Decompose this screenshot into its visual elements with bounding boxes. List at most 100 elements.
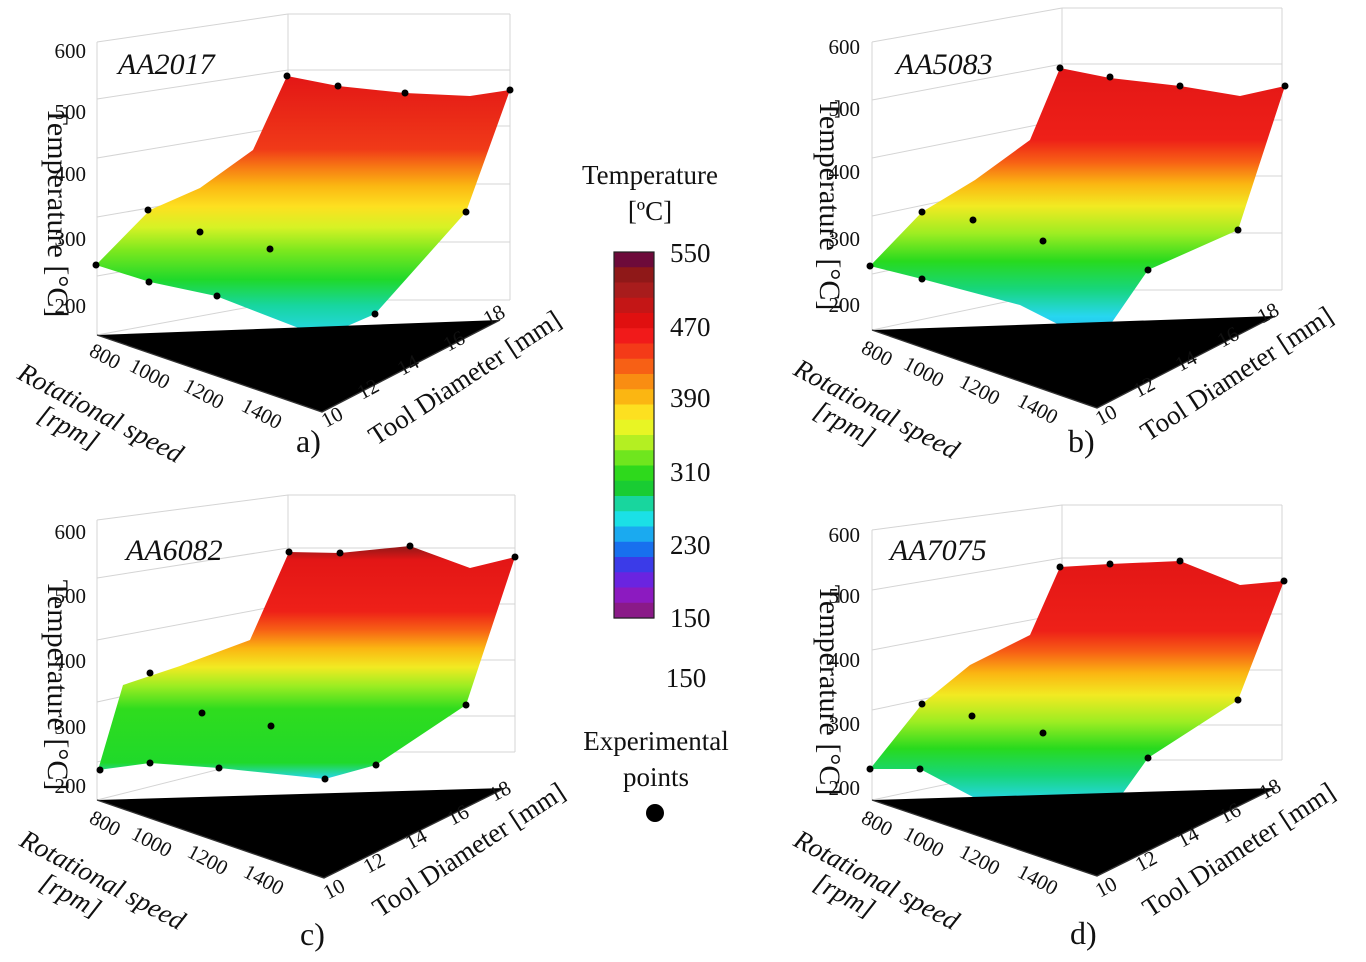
experimental-point (969, 216, 977, 224)
y-tick: 18 (485, 775, 515, 806)
panel-d: 600 500 400 300 200 Temperature [°C] AA7… (788, 504, 1340, 951)
experimental-point (968, 712, 976, 720)
experimental-point (146, 759, 154, 767)
experimental-point (918, 208, 926, 216)
x-tick: 800 (86, 338, 125, 374)
legend-tick: 470 (670, 312, 711, 342)
front-axes (871, 787, 1276, 877)
x-tick: 1400 (238, 393, 286, 434)
panel-title: AA2017 (116, 48, 217, 81)
panel-title: AA7075 (888, 534, 987, 567)
z-tick: 400 (829, 648, 861, 672)
legend-extra-label: 150 (666, 663, 707, 693)
legend-color-step (614, 511, 654, 528)
z-tick: 500 (55, 584, 87, 608)
z-ticks: 600 500 400 300 200 (55, 520, 87, 798)
experimental-point (266, 245, 274, 253)
experimental-point (144, 206, 152, 214)
legend-bar-border (613, 251, 655, 619)
experimental-point (916, 765, 924, 773)
panel-label: c) (300, 916, 325, 952)
experimental-point (1234, 226, 1242, 234)
x-tick: 1400 (1014, 859, 1062, 900)
front-axes (871, 315, 1276, 409)
legend-color-step (614, 496, 654, 512)
x-tick: 1200 (180, 373, 228, 414)
y-tick: 18 (1255, 773, 1285, 804)
legend-color-step (614, 404, 654, 421)
z-tick: 300 (829, 712, 861, 736)
legend-color-step (614, 313, 654, 329)
legend-color-step (614, 389, 654, 406)
z-axis-title: Temperature [°C] (41, 580, 74, 791)
legend-tick: 230 (670, 530, 711, 560)
experimental-point (462, 701, 470, 709)
legend-color-step (614, 480, 654, 497)
experimental-point (1093, 825, 1101, 833)
z-ticks: 600 500 400 300 200 (829, 523, 861, 800)
panel-title: AA5083 (894, 48, 993, 81)
temperature-surface (870, 68, 1285, 344)
x-tick: 1200 (184, 839, 232, 880)
z-tick: 300 (829, 227, 861, 251)
legend-color-step (614, 435, 654, 451)
front-axes (96, 319, 501, 413)
z-tick: 600 (55, 520, 87, 544)
experimental-point (1106, 560, 1114, 568)
experimental-point (406, 542, 414, 550)
experimental-point (918, 700, 926, 708)
x-tick: 1200 (956, 839, 1004, 880)
temperature-surface (96, 76, 510, 337)
legend-color-step (614, 526, 654, 543)
legend-color-step (614, 450, 654, 467)
z-tick: 600 (829, 35, 861, 59)
temperature-surface (98, 546, 515, 779)
legend-ticks: 550 470 390 310 230 150 (670, 238, 711, 633)
experimental-point (196, 228, 204, 236)
experimental-point (462, 208, 470, 216)
experimental-point (92, 261, 100, 269)
experimental-point (1176, 82, 1184, 90)
z-tick: 400 (55, 649, 87, 673)
experimental-point (267, 722, 275, 730)
z-tick: 300 (55, 227, 87, 251)
experimental-points (866, 557, 1288, 833)
x-tick: 800 (858, 335, 897, 371)
experimental-points (96, 542, 519, 783)
experimental-point (866, 262, 874, 270)
legend-tick: 390 (670, 383, 711, 413)
experimental-point (1144, 266, 1152, 274)
experimental-point (96, 766, 104, 774)
experimental-point (371, 310, 379, 318)
x-tick: 800 (86, 805, 125, 841)
z-tick: 200 (829, 776, 861, 800)
experimental-point (146, 669, 154, 677)
legend-color-step (614, 252, 654, 268)
experimental-point (334, 82, 342, 90)
legend-title: Temperature (582, 160, 718, 190)
color-legend: Temperature [ºC] 550 470 390 310 230 150… (582, 160, 729, 822)
z-tick: 200 (829, 293, 861, 317)
experimental-point (336, 549, 344, 557)
x-tick: 1200 (956, 369, 1004, 410)
z-ticks: 600 500 400 300 200 (55, 39, 87, 318)
experimental-point (198, 709, 206, 717)
z-tick: 500 (829, 584, 861, 608)
experimental-point (1281, 82, 1289, 90)
z-tick: 600 (55, 39, 87, 63)
panel-label: a) (296, 423, 321, 459)
z-tick: 500 (55, 100, 87, 124)
experimental-point (1056, 563, 1064, 571)
legend-color-step (614, 602, 654, 619)
legend-tick: 310 (670, 457, 711, 487)
legend-color-step (614, 343, 654, 360)
experimental-point (285, 548, 293, 556)
experimental-point (318, 333, 326, 341)
z-tick: 200 (55, 774, 87, 798)
experimental-point (1039, 729, 1047, 737)
x-tick: 1000 (900, 351, 948, 392)
experimental-point (1280, 577, 1288, 585)
experimental-point (1176, 557, 1184, 565)
legend-color-step (614, 297, 654, 314)
